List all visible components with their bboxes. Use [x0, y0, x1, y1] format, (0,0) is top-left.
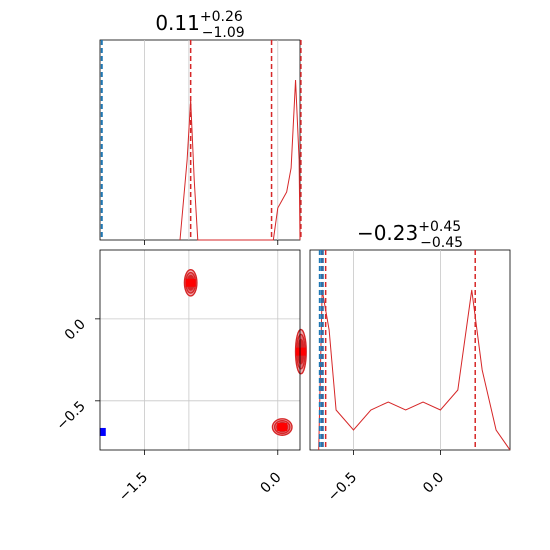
title-main: −0.23	[357, 221, 418, 245]
mode-marker	[185, 278, 196, 287]
x-tick-label: −1.5	[116, 470, 151, 505]
panel-frame	[99, 39, 301, 241]
panel-frame	[309, 249, 511, 451]
histogram-panel-param-2: −0.5 0.0 −0.23+0.45 −0.45	[309, 219, 511, 505]
title-sup: +0.45	[418, 219, 461, 235]
mode-marker	[277, 423, 288, 432]
y-tick-label: −0.5	[53, 398, 88, 433]
mode-marker	[295, 347, 306, 356]
panel-title-param-1: 0.11+0.26 −1.09	[155, 9, 244, 41]
y-tick-label: 0.0	[62, 316, 89, 343]
x-tick-label: 0.0	[420, 470, 447, 497]
x-tick-label: −0.5	[325, 470, 360, 505]
histogram-outline	[318, 289, 511, 451]
histogram-outline	[179, 79, 301, 241]
histogram-panel-param-1: 0.11+0.26 −1.09	[99, 9, 302, 245]
title-sub: −0.45	[420, 235, 463, 251]
x-tick-label: 0.0	[258, 470, 285, 497]
title-main: 0.11	[155, 11, 200, 35]
truth-marker	[99, 427, 106, 436]
joint-density-panel: −1.5 0.0 0.0 −0.5	[53, 249, 307, 505]
title-sup: +0.26	[200, 9, 243, 25]
panel-frame	[99, 249, 301, 451]
title-sub: −1.09	[202, 25, 245, 41]
panel-title-param-2: −0.23+0.45 −0.45	[357, 219, 463, 251]
